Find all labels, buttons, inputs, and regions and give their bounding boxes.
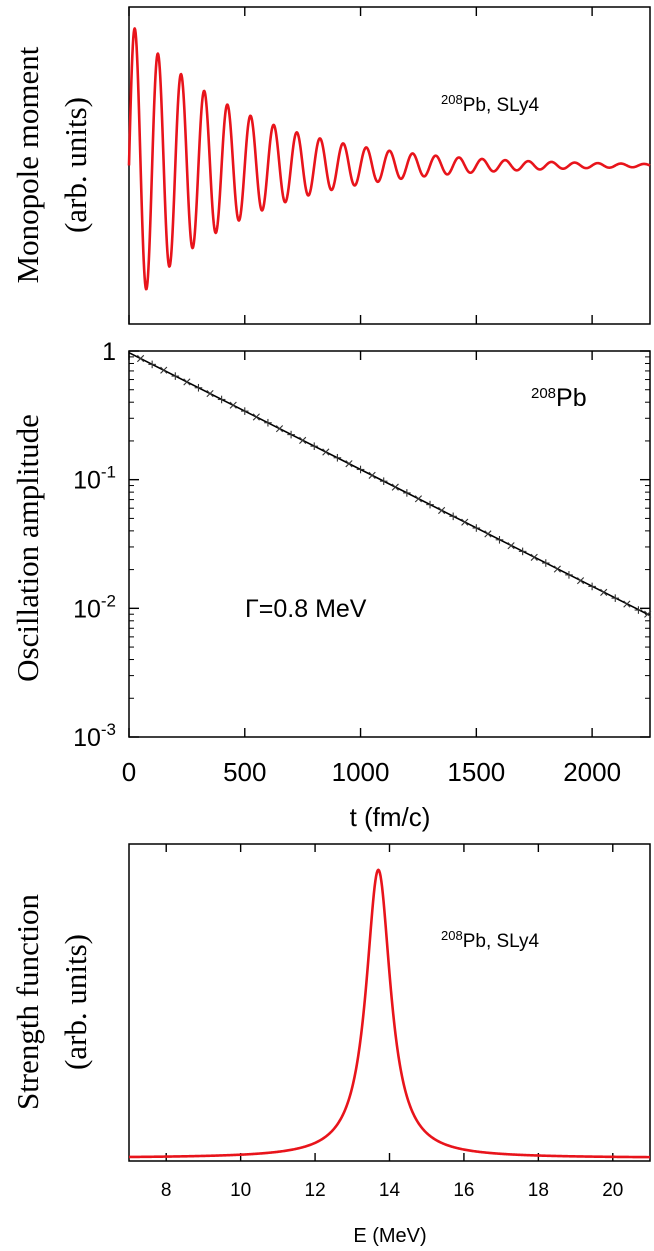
point-plus-marker <box>449 512 457 521</box>
point-x-marker <box>484 530 492 538</box>
point-plus-marker <box>634 606 643 614</box>
panel2-annotation-text: Pb <box>556 384 587 412</box>
point-plus-marker <box>565 571 573 579</box>
panel2-y-tick-exp: -1 <box>101 463 116 482</box>
point-x-marker <box>391 483 399 491</box>
panel-strength-function: 8 10 12 14 16 18 20 Strength function (arb. un… <box>10 843 651 1247</box>
panel3-x-ticks: 8 10 12 14 16 18 20 <box>161 844 623 1201</box>
point-plus-marker <box>518 547 527 556</box>
panel1-annotation-sup: 208 <box>441 92 463 107</box>
panel3-x-tick-label: 20 <box>602 1180 623 1201</box>
panel3-annotation-sup: 208 <box>441 928 463 943</box>
point-plus-marker <box>194 383 203 392</box>
panel1-annotation: 208Pb, SLy4 <box>441 92 540 117</box>
panel2-y-tick-exp: -2 <box>101 591 116 610</box>
panel1-annotation-text: Pb, SLy4 <box>463 95 540 116</box>
point-plus-marker <box>171 372 180 380</box>
panel1-ylabel-line2: (arb. units) <box>58 97 93 233</box>
gamma-label: Γ=0.8 MeV <box>245 595 367 623</box>
exponential-fit-line <box>128 351 651 617</box>
point-x-marker <box>160 366 168 374</box>
panel2-x-tick-label: 0 <box>122 757 136 787</box>
panel3-x-tick-label: 18 <box>528 1180 549 1201</box>
panel2-y-tick-base: 10 <box>73 467 101 495</box>
point-x-marker <box>600 588 608 596</box>
panel2-annotation: 208Pb <box>531 384 587 412</box>
point-x-marker <box>461 518 469 526</box>
panel2-x-tick-label: 1000 <box>332 757 390 787</box>
point-x-marker <box>507 542 515 550</box>
point-plus-marker <box>426 500 434 509</box>
point-plus-marker <box>472 524 481 532</box>
point-plus-marker <box>356 465 365 474</box>
strength-function-curve <box>128 868 651 1159</box>
panel-oscillation-amplitude: 0 500 1000 1500 2000 110-110-210-3 Oscillati… <box>10 338 652 832</box>
point-x-marker <box>553 565 561 573</box>
panel3-x-tick-label: 14 <box>379 1180 401 1201</box>
point-x-marker <box>530 553 538 561</box>
panel3-x-tick-label: 16 <box>453 1180 474 1201</box>
panel3-annotation-text: Pb, SLy4 <box>463 931 540 952</box>
point-plus-marker <box>287 430 295 439</box>
point-plus-marker <box>240 407 249 415</box>
point-plus-marker <box>379 477 388 485</box>
point-plus-marker <box>333 453 342 462</box>
panel2-xlabel: t (fm/c) <box>350 802 431 832</box>
panel1-ylabel-line1: Monopole moment <box>10 46 45 283</box>
panel3-x-tick-label: 8 <box>161 1180 172 1201</box>
panel2-annotation-sup: 208 <box>531 385 556 402</box>
point-x-marker <box>299 436 307 444</box>
amplitude-points <box>136 354 652 618</box>
panel2-y-ticks: 110-110-210-3 <box>73 338 650 752</box>
point-x-marker <box>644 610 652 618</box>
point-x-marker <box>183 378 191 386</box>
point-x-marker <box>623 600 631 608</box>
panel3-ylabel-line1: Strength function <box>10 893 45 1110</box>
point-plus-marker <box>403 489 411 497</box>
panel3-x-tick-label: 12 <box>305 1180 326 1201</box>
panel2-y-tick-exp: -3 <box>101 720 116 739</box>
point-plus-marker <box>542 559 550 567</box>
point-x-marker <box>275 425 284 433</box>
panel1-x-ticks <box>128 7 593 324</box>
point-plus-marker <box>148 360 156 369</box>
point-x-marker <box>368 471 376 479</box>
point-plus-marker <box>495 535 504 544</box>
point-x-marker <box>438 506 446 515</box>
point-plus-marker <box>588 582 596 591</box>
point-x-marker <box>206 389 214 398</box>
panel2-x-ticks: 0 500 1000 1500 2000 <box>122 351 621 787</box>
panel-monopole-moment: Monopole moment (arb. units) 208Pb, SLy4 <box>10 6 651 325</box>
point-x-marker <box>414 495 423 503</box>
panel3-annotation: 208Pb, SLy4 <box>441 928 540 953</box>
panel2-x-tick-label: 500 <box>223 757 266 787</box>
panel2-y-tick-label: 10-1 <box>73 463 116 495</box>
point-x-marker <box>136 354 145 363</box>
panel2-frame <box>128 350 651 738</box>
point-x-marker <box>252 413 260 421</box>
panel2-y-tick-base: 10 <box>73 724 101 752</box>
panel2-y-tick-label: 10-3 <box>73 720 116 752</box>
point-plus-marker <box>611 594 620 602</box>
point-x-marker <box>229 401 237 409</box>
point-x-marker <box>576 577 585 585</box>
point-plus-marker <box>264 418 272 427</box>
panel3-xlabel: E (MeV) <box>353 1225 426 1247</box>
panel2-ylabel: Oscillation amplitude <box>10 414 45 682</box>
point-plus-marker <box>310 442 319 451</box>
point-plus-marker <box>217 395 226 404</box>
monopole-moment-curve <box>127 27 651 291</box>
panel3-ylabel-line2: (arb. units) <box>58 934 93 1070</box>
panel2-y-tick-base: 10 <box>73 595 101 623</box>
point-x-marker <box>345 460 353 468</box>
panel3-x-tick-label: 10 <box>230 1180 251 1201</box>
panel2-y-tick-label: 1 <box>102 338 116 366</box>
panel2-y-tick-label: 10-2 <box>73 591 116 623</box>
point-x-marker <box>322 448 330 456</box>
panel2-x-tick-label: 2000 <box>563 757 621 787</box>
panel2-x-tick-label: 1500 <box>447 757 505 787</box>
panel2-y-tick-base: 1 <box>102 338 116 366</box>
